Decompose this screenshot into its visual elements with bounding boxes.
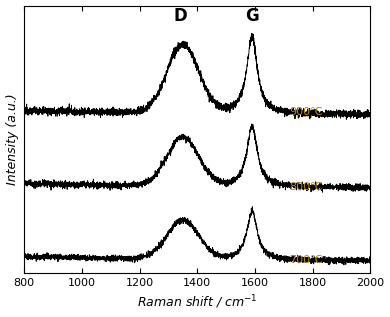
- Text: G: G: [245, 7, 259, 25]
- Text: 900℃: 900℃: [290, 107, 323, 117]
- Text: 700℃: 700℃: [290, 255, 323, 265]
- X-axis label: Raman shift / cm$^{-1}$: Raman shift / cm$^{-1}$: [137, 294, 257, 311]
- Text: 800℃: 800℃: [290, 182, 323, 192]
- Y-axis label: Intensity (a.u.): Intensity (a.u.): [5, 94, 19, 185]
- Text: D: D: [173, 7, 187, 25]
